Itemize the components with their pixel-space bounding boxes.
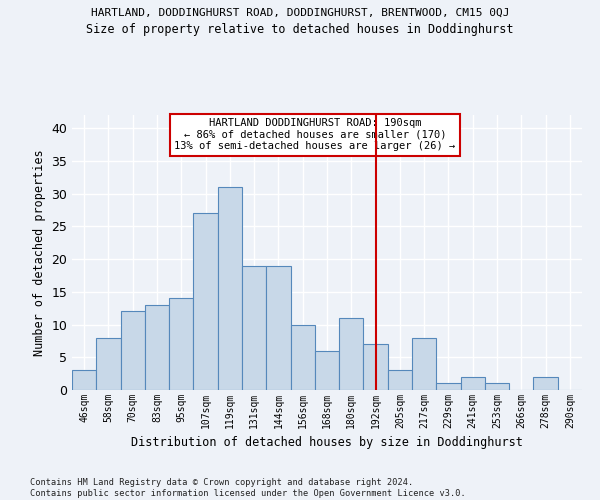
- Bar: [364, 344, 388, 390]
- Bar: [412, 338, 436, 390]
- Bar: [339, 318, 364, 390]
- Bar: [145, 305, 169, 390]
- Bar: [193, 213, 218, 390]
- Y-axis label: Number of detached properties: Number of detached properties: [33, 149, 46, 356]
- Text: Size of property relative to detached houses in Doddinghurst: Size of property relative to detached ho…: [86, 22, 514, 36]
- Bar: [315, 350, 339, 390]
- Bar: [96, 338, 121, 390]
- Bar: [436, 384, 461, 390]
- Bar: [461, 377, 485, 390]
- Bar: [242, 266, 266, 390]
- Bar: [266, 266, 290, 390]
- Bar: [290, 324, 315, 390]
- Bar: [169, 298, 193, 390]
- Bar: [533, 377, 558, 390]
- Text: HARTLAND, DODDINGHURST ROAD, DODDINGHURST, BRENTWOOD, CM15 0QJ: HARTLAND, DODDINGHURST ROAD, DODDINGHURS…: [91, 8, 509, 18]
- Text: Contains HM Land Registry data © Crown copyright and database right 2024.
Contai: Contains HM Land Registry data © Crown c…: [30, 478, 466, 498]
- Bar: [388, 370, 412, 390]
- X-axis label: Distribution of detached houses by size in Doddinghurst: Distribution of detached houses by size …: [131, 436, 523, 450]
- Bar: [485, 384, 509, 390]
- Bar: [121, 312, 145, 390]
- Bar: [218, 187, 242, 390]
- Bar: [72, 370, 96, 390]
- Text: HARTLAND DODDINGHURST ROAD: 190sqm
← 86% of detached houses are smaller (170)
13: HARTLAND DODDINGHURST ROAD: 190sqm ← 86%…: [174, 118, 455, 152]
